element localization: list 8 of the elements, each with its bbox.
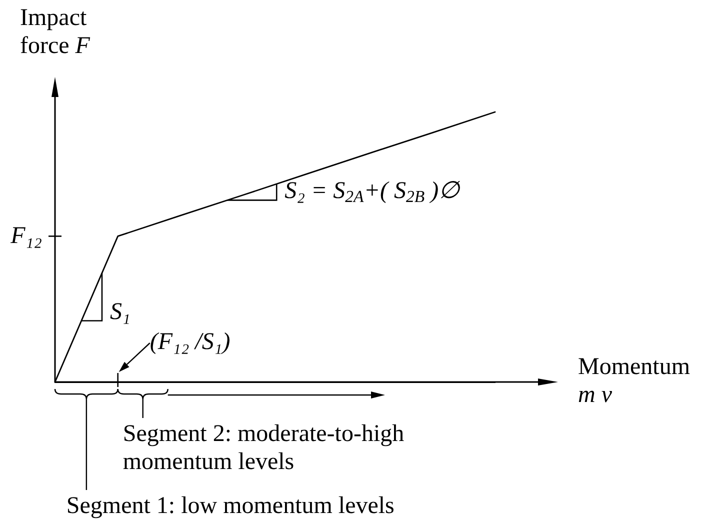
- y-axis-title: Impact force F: [20, 4, 91, 60]
- annotation: (F₁₂ /S₁): [150, 328, 230, 356]
- x-axis-title: Momentum m v: [578, 353, 691, 409]
- text: F₁₂: [10, 222, 42, 250]
- text: Segment 1: low momentum levels: [66, 492, 394, 520]
- annotation: S₂ = S$_{2A}$+( S$_{2B}$ )∅: [284, 177, 460, 206]
- text: Segment 2: moderate-to-high momentum levels: [122, 420, 406, 476]
- annotation: S₁: [110, 298, 130, 326]
